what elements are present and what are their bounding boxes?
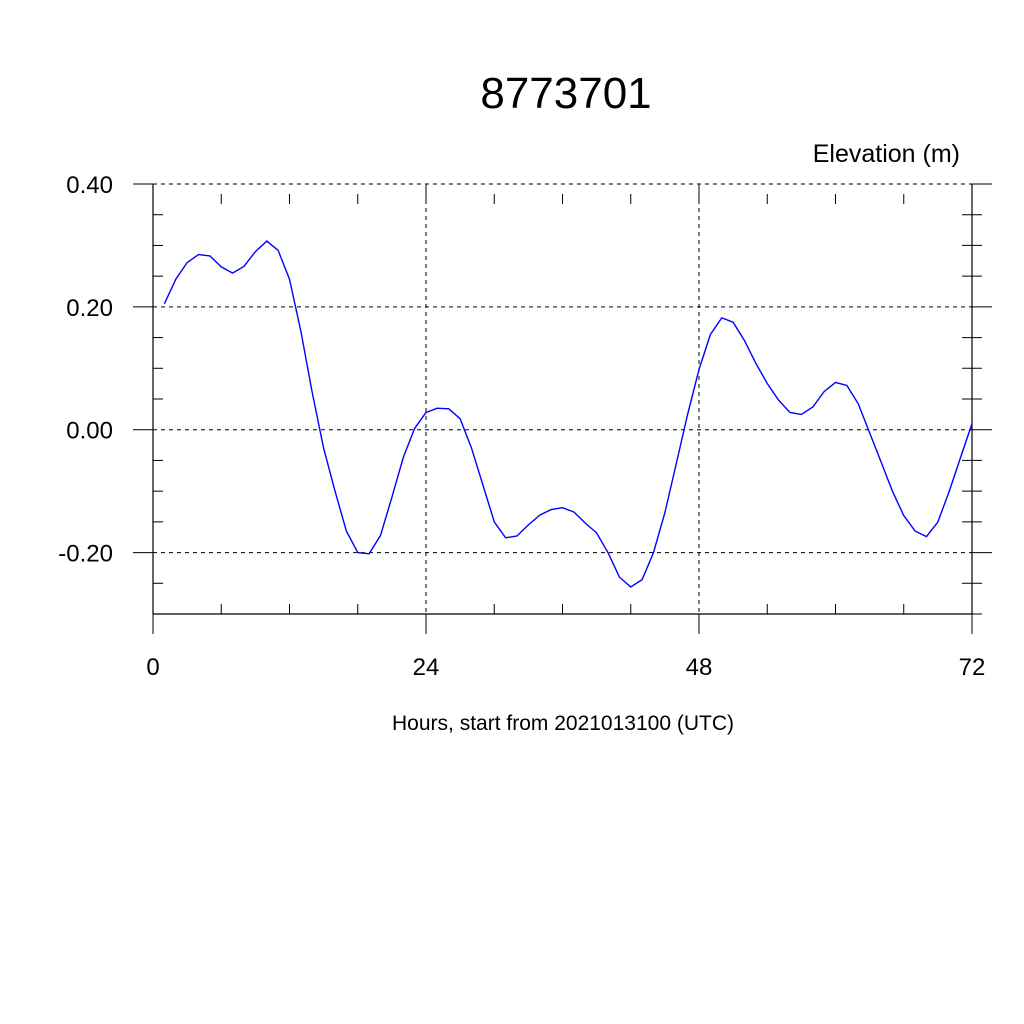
chart-title: 8773701 [480,69,651,118]
y-tick-label-0: -0.20 [58,541,113,568]
x-tick-label-1: 24 [413,654,440,681]
tick-labels: 0 24 48 72 -0.20 0.00 0.20 0.40 [58,172,985,681]
y-tick-label-2: 0.20 [66,295,113,322]
x-tick-label-0: 0 [146,654,159,681]
x-tick-label-3: 72 [959,654,986,681]
tick-marks [133,183,992,634]
x-tick-label-2: 48 [686,654,713,681]
series-line [163,240,973,588]
grid-lines [152,183,973,614]
y-tick-label-3: 0.40 [66,172,113,199]
x-axis-label: Hours, start from 2021013100 (UTC) [392,712,734,735]
y-tick-label-1: 0.00 [66,418,113,445]
unit-label: Elevation (m) [813,140,960,168]
